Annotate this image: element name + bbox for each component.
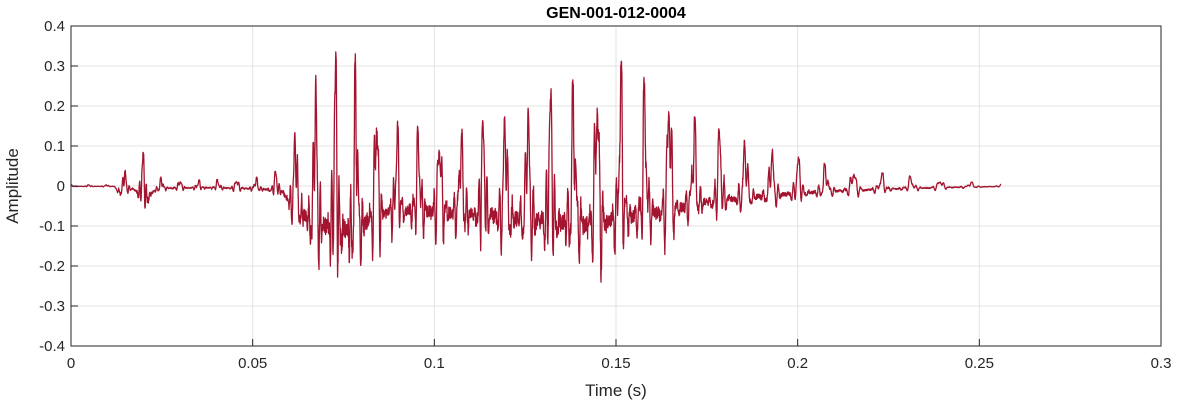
x-tick-label: 0: [67, 355, 75, 372]
x-tick-label: 0.05: [238, 355, 267, 372]
y-axis-label: Amplitude: [3, 148, 22, 224]
x-tick-label: 0.3: [1151, 355, 1172, 372]
y-tick-label: 0.1: [44, 138, 65, 155]
grid-lines: [70, 25, 1162, 347]
y-tick-label: 0.2: [44, 98, 65, 115]
y-axis: -0.4 -0.3 -0.2 -0.1 0 0.1 0.2 0.3 0.4: [39, 18, 78, 355]
x-tick-label: 0.25: [965, 355, 994, 372]
y-tick-label: -0.1: [39, 218, 65, 235]
y-tick-label: 0.4: [44, 18, 65, 35]
y-tick-label: 0: [57, 178, 65, 195]
y-tick-label: -0.4: [39, 338, 65, 355]
y-tick-label: 0.3: [44, 58, 65, 75]
y-tick-label: -0.3: [39, 298, 65, 315]
x-tick-label: 0.2: [787, 355, 808, 372]
y-tick-label: -0.2: [39, 258, 65, 275]
waveform-line: [70, 51, 1002, 283]
chart-title: GEN-001-012-0004: [546, 5, 686, 22]
x-tick-label: 0.1: [424, 355, 445, 372]
x-axis-label: Time (s): [585, 381, 647, 400]
x-axis: 0 0.05 0.1 0.15 0.2 0.25 0.3: [67, 339, 1172, 372]
x-tick-label: 0.15: [601, 355, 630, 372]
